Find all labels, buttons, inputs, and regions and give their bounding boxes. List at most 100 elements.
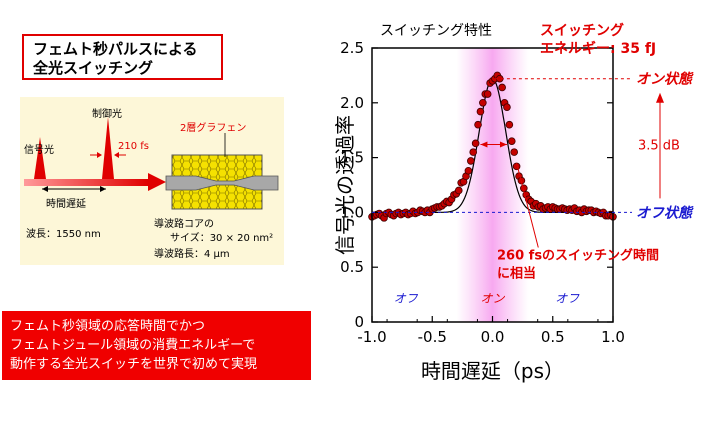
data-point [411,209,420,218]
extinction-ratio-label: 3.5 dB [638,139,680,154]
data-point [382,209,391,218]
title-box: フェムト秒パルスによる 全光スイッチング [22,34,223,80]
data-point [515,172,523,181]
data-point [440,199,449,208]
data-point [565,205,574,213]
data-point [546,205,555,213]
data-point [399,209,408,218]
energy-label-line-1: スイッチング [540,22,624,39]
data-point [498,83,506,92]
summary-line-3: 動作する全光スイッチを世界で初めて実現 [10,357,258,372]
data-point [512,162,521,171]
signal-pulse [34,137,46,179]
width-arrowhead-right [499,141,507,148]
data-point [507,137,516,145]
data-point [430,204,439,212]
summary-box: フェムト秒領域の応答時間でかつ フェムトジュール領域の消費エネルギーで 動作する… [2,311,311,380]
time-delay-arrow-right [100,186,106,192]
data-point [370,211,379,220]
data-point [568,206,576,215]
waveguide-length-label: 導波路長：4 μm [154,249,230,260]
data-point [380,214,388,222]
data-point [594,208,603,217]
data-point [553,205,562,213]
data-point [606,210,615,219]
data-point [609,212,617,221]
data-point [573,207,581,216]
waveguide [165,175,279,191]
data-point [599,208,608,217]
y-tick-label: 2.5 [340,39,364,57]
data-point [469,148,478,156]
x-tick-label: -1.0 [357,328,386,346]
extinction-ratio-arrowhead [656,92,664,103]
diagram-drawing [24,117,279,210]
x-tick-label: 1.0 [601,328,625,346]
data-point [563,206,572,215]
data-point [520,184,528,193]
data-point [467,157,475,165]
data-point [450,191,458,199]
data-point [551,204,559,212]
y-tick-label: 0.5 [340,258,364,276]
y-axis-label: 信号光の透過率 [333,115,357,255]
data-point [500,99,509,107]
data-point [459,177,468,186]
on-region-highlight [456,48,529,322]
data-point [392,209,400,218]
x-tick-label: 0.5 [541,328,565,346]
data-point [575,206,584,215]
data-point [423,206,432,215]
data-point [421,208,429,217]
data-point [476,107,485,116]
data-point [522,191,531,199]
x-tick-label: 0.0 [481,328,505,346]
data-point [524,195,533,204]
data-point [479,99,487,107]
data-point [442,197,451,206]
data-point [409,207,417,216]
region-label-center: オン [480,291,505,305]
x-axis-label: 時間遅延（ps） [421,359,564,383]
data-point [394,208,403,217]
on-state-label: オン状態 [636,71,694,88]
data-point [462,172,470,181]
data-point [375,209,384,218]
data-point [474,120,482,129]
time-delay-arrow-left [42,186,48,192]
data-point [505,120,514,129]
data-point [488,77,497,85]
x-tick-label: -0.5 [418,328,447,346]
data-point [404,210,412,219]
off-state-label: オフ状態 [636,204,694,221]
title-line-1: フェムト秒パルスによる [33,40,198,58]
energy-label-line-2: エネルギー: 35 fJ [540,40,656,57]
data-point [560,205,569,213]
data-point [556,205,564,213]
data-point [471,139,480,148]
data-point [582,207,591,216]
y-tick-label: 2.0 [340,94,364,112]
data-point [541,204,550,212]
data-point [486,79,494,87]
data-point [604,211,612,220]
data-point [510,148,518,156]
data-point [464,166,473,175]
data-point [495,74,504,83]
beam-line [24,179,148,186]
data-point [416,206,425,215]
data-point [368,212,376,221]
annotation-line-2: に相当 [497,265,536,281]
data-point [438,202,446,210]
data-point [413,208,422,217]
data-point [536,202,545,210]
region-label-right: オフ [555,291,580,305]
data-point [457,179,465,187]
data-point [401,208,410,217]
data-point [452,189,461,198]
data-point [406,209,415,218]
beam-arrowhead [148,173,166,191]
data-point [483,90,492,98]
data-point [493,71,502,80]
data-point [491,74,499,83]
